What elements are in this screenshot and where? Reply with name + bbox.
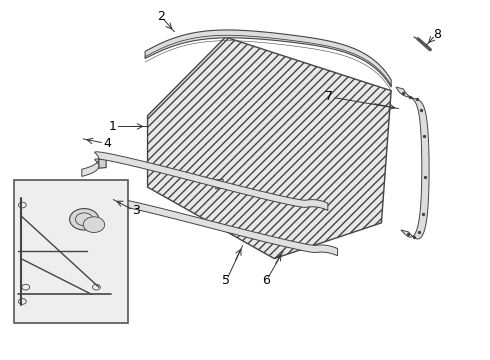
Point (399, 90, 407, 95)
Polygon shape (145, 30, 391, 87)
Text: 6: 6 (262, 274, 270, 287)
Circle shape (70, 208, 99, 230)
Text: 1: 1 (109, 120, 117, 133)
Point (421, 174, 429, 180)
Polygon shape (99, 158, 106, 168)
Point (415, 230, 423, 235)
Point (410, 234, 417, 240)
Polygon shape (82, 152, 328, 210)
Text: 4: 4 (103, 138, 111, 150)
Polygon shape (94, 197, 338, 256)
Polygon shape (147, 37, 391, 258)
Point (417, 107, 425, 113)
Text: 7: 7 (325, 90, 333, 103)
Text: 3: 3 (132, 203, 140, 216)
Polygon shape (109, 203, 116, 213)
Point (419, 211, 427, 217)
Text: 5: 5 (222, 274, 230, 287)
Bar (14, 180, 128, 323)
Circle shape (83, 217, 105, 233)
Point (420, 134, 428, 139)
Polygon shape (396, 87, 429, 239)
Text: 8: 8 (434, 28, 441, 41)
Point (405, 231, 413, 237)
Point (413, 96, 420, 102)
Text: 2: 2 (157, 10, 165, 23)
Point (406, 94, 414, 99)
